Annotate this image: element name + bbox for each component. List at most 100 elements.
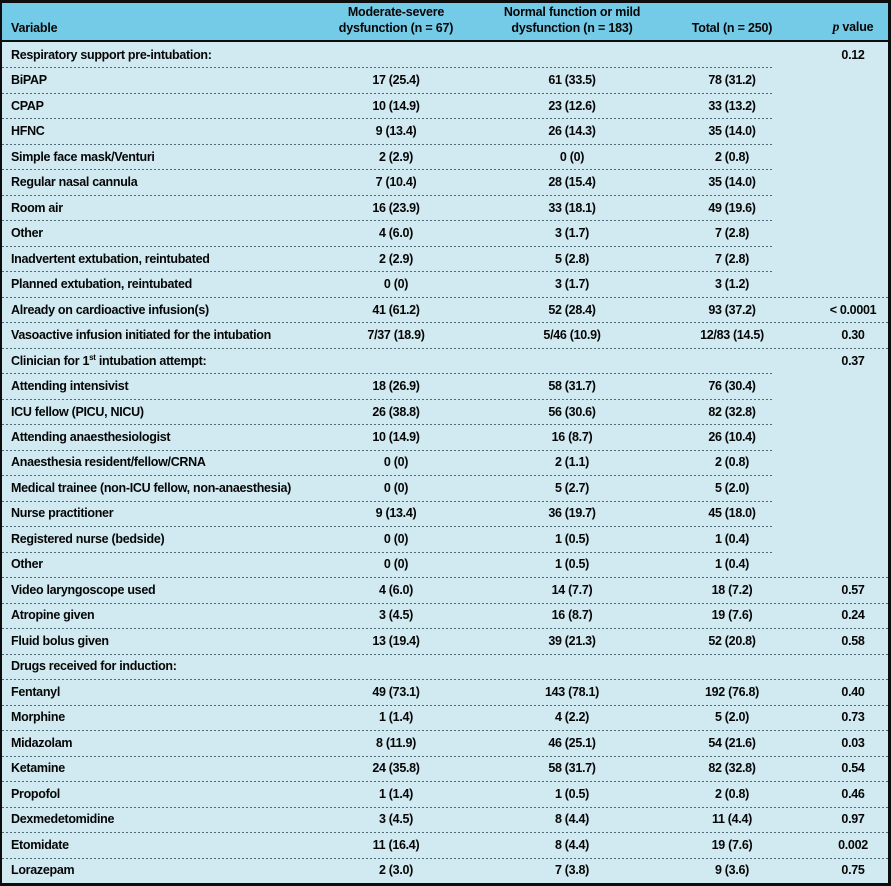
total-value: 19 (7.6) (711, 608, 753, 623)
normal-mild-dysfunction-value: 5/46 (10.9) (543, 328, 601, 343)
moderate-dysfunction-value: 3 (4.5) (378, 812, 414, 827)
p-value: 0.12 (841, 47, 865, 62)
moderate-dysfunction-value: 0 (0) (383, 277, 409, 292)
column-header-total: Total (n = 250) (691, 20, 773, 35)
p-value: 0.58 (841, 633, 865, 648)
normal-mild-dysfunction-value: 3 (1.7) (554, 226, 590, 241)
total-value: 93 (37.2) (708, 302, 756, 317)
table-row: Medical trainee (non-ICU fellow, non-ana… (2, 475, 888, 500)
moderate-dysfunction-value: 1 (1.4) (378, 710, 414, 725)
moderate-dysfunction-value: 0 (0) (383, 455, 409, 470)
p-value: 0.40 (841, 684, 865, 699)
moderate-dysfunction-value: 0 (0) (383, 557, 409, 572)
section-header-row: Respiratory support pre-intubation: 0.12 (2, 42, 888, 67)
variable-label: Midazolam (11, 735, 73, 750)
superscript: st (89, 352, 96, 362)
table-row: Nurse practitioner 9 (13.4) 36 (19.7) 45 (1… (2, 500, 888, 526)
total-value: 7 (2.8) (714, 226, 750, 241)
variable-label: Attending anaesthesiologist (11, 430, 171, 444)
variable-label: Ketamine (11, 761, 65, 776)
normal-mild-dysfunction-value: 3 (1.7) (554, 277, 590, 292)
normal-mild-dysfunction-value: 1 (0.5) (554, 557, 590, 572)
table-row: CPAP 10 (14.9) 23 (12.6) 33 (13.2) (2, 92, 888, 118)
variable-label: Fluid bolus given (11, 633, 109, 648)
table-header-row: Variable Moderate-severe dysfunction (n … (2, 3, 888, 42)
moderate-dysfunction-value: 4 (6.0) (378, 226, 414, 241)
variable-label: HFNC (11, 124, 45, 139)
table-row: Midazolam 8 (11.9) 46 (25.1) 54 (21.6) 0.03 (2, 730, 888, 755)
total-value: 82 (32.8) (708, 761, 756, 776)
table-row: Fluid bolus given 13 (19.4) 39 (21.3) 52 (2… (2, 628, 888, 653)
variable-label: Nurse practitioner (11, 506, 114, 521)
variable-label: Registered nurse (bedside) (11, 531, 165, 546)
p-value: 0.97 (841, 812, 865, 827)
section-header-row: Clinician for 1st intubation attempt: 0.3… (2, 347, 888, 373)
total-value: 5 (2.0) (714, 480, 750, 495)
column-header-normal-mild: Normal function or mild dysfunction (n =… (503, 4, 641, 35)
table-row: Propofol 1 (1.4) 1 (0.5) 2 (0.8) 0.46 (2, 781, 888, 806)
column-header-moderate-severe: Moderate-severe dysfunction (n = 67) (338, 4, 454, 35)
total-value: 78 (31.2) (708, 73, 756, 88)
variable-label: Video laryngoscope used (11, 582, 156, 597)
normal-mild-dysfunction-value: 28 (15.4) (548, 175, 596, 190)
p-value: 0.75 (841, 863, 865, 878)
variable-label: Morphine (11, 710, 65, 725)
moderate-dysfunction-value: 9 (13.4) (375, 506, 417, 521)
normal-mild-dysfunction-value: 1 (0.5) (554, 786, 590, 801)
normal-mild-dysfunction-value: 143 (78.1) (545, 684, 599, 699)
p-rest: value (839, 20, 874, 35)
normal-mild-dysfunction-value: 16 (8.7) (551, 430, 593, 444)
variable-label: Clinician for 1st intubation attempt: (11, 352, 207, 368)
total-value: 11 (4.4) (712, 812, 752, 827)
table-row: Lorazepam 2 (3.0) 7 (3.8) 9 (3.6) 0.75 (2, 857, 888, 883)
p-value: 0.03 (841, 735, 865, 750)
table-row: Ketamine 24 (35.8) 58 (31.7) 82 (32.8) 0.54 (2, 755, 888, 781)
total-value: 19 (7.6) (711, 837, 753, 852)
total-value: 49 (19.6) (708, 200, 756, 215)
variable-label: Etomidate (11, 837, 69, 852)
table-row: HFNC 9 (13.4) 26 (14.3) 35 (14.0) (2, 118, 888, 143)
total-value: 5 (2.0) (714, 710, 750, 725)
moderate-dysfunction-value: 7 (10.4) (375, 175, 417, 190)
normal-mild-dysfunction-value: 39 (21.3) (548, 633, 596, 648)
total-value: 33 (13.2) (708, 98, 756, 113)
normal-mild-dysfunction-value: 1 (0.5) (554, 531, 590, 546)
normal-mild-dysfunction-value: 8 (4.4) (554, 812, 590, 827)
moderate-dysfunction-value: 11 (16.4) (372, 837, 420, 852)
total-value: 26 (10.4) (708, 430, 756, 444)
normal-mild-dysfunction-value: 4 (2.2) (554, 710, 590, 725)
moderate-dysfunction-value: 41 (61.2) (372, 302, 420, 317)
moderate-dysfunction-value: 4 (6.0) (378, 582, 414, 597)
section-header-row: Drugs received for induction: (2, 653, 888, 679)
moderate-dysfunction-value: 3 (4.5) (378, 608, 414, 623)
total-value: 52 (20.8) (708, 633, 756, 648)
table-row: Fentanyl 49 (73.1) 143 (78.1) 192 (76.8) 0.4… (2, 679, 888, 704)
normal-mild-dysfunction-value: 52 (28.4) (548, 302, 596, 317)
table-row: Anaesthesia resident/fellow/CRNA 0 (0) 2 (… (2, 449, 888, 475)
total-value: 82 (32.8) (708, 404, 756, 419)
total-value: 76 (30.4) (708, 379, 756, 394)
total-value: 1 (0.4) (714, 531, 750, 546)
moderate-dysfunction-value: 17 (25.4) (372, 73, 420, 88)
normal-mild-dysfunction-value: 58 (31.7) (548, 379, 596, 394)
normal-mild-dysfunction-value: 0 (0) (559, 149, 585, 164)
column-header-variable: Variable (11, 20, 58, 35)
total-value: 35 (14.0) (708, 175, 756, 190)
p-value: 0.37 (841, 353, 865, 368)
moderate-dysfunction-value: 16 (23.9) (372, 200, 420, 215)
total-value: 18 (7.2) (711, 582, 753, 597)
p-value: 0.002 (838, 837, 868, 852)
moderate-dysfunction-value: 1 (1.4) (378, 786, 414, 801)
variable-label: CPAP (11, 98, 44, 113)
table-row: Vasoactive infusion initiated for the in… (2, 322, 888, 347)
normal-mild-dysfunction-value: 2 (1.1) (554, 455, 590, 470)
moderate-dysfunction-value: 2 (2.9) (378, 149, 414, 164)
moderate-dysfunction-value: 13 (19.4) (372, 633, 420, 648)
moderate-dysfunction-value: 10 (14.9) (372, 430, 420, 444)
moderate-dysfunction-value: 7/37 (18.9) (367, 328, 425, 343)
variable-label: ICU fellow (PICU, NICU) (11, 404, 144, 419)
normal-mild-dysfunction-value: 58 (31.7) (548, 761, 596, 776)
moderate-dysfunction-value: 10 (14.9) (372, 98, 420, 113)
table-row: Attending anaesthesiologist 10 (14.9) 16 (… (2, 424, 888, 449)
